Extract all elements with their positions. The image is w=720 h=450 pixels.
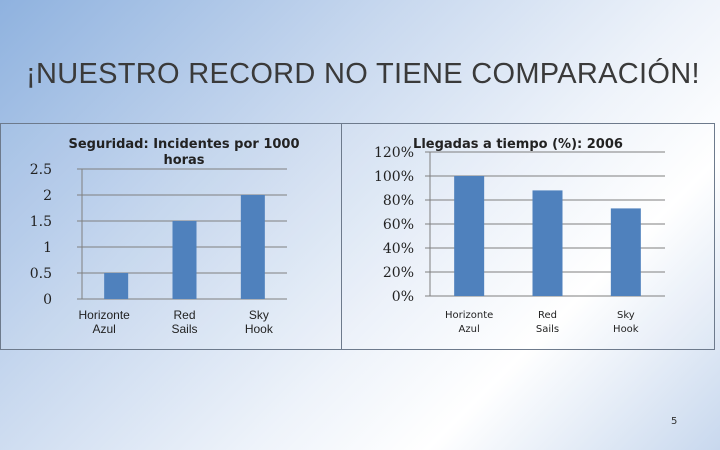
right-chart-y-tick-label: 80% xyxy=(383,193,414,209)
right-chart-bar-horizonte-azul xyxy=(454,176,485,296)
page-number: 5 xyxy=(671,416,678,427)
left-chart-y-tick-label: 0 xyxy=(43,292,52,308)
right-chart-y-tick-label: 120% xyxy=(374,145,414,161)
right-chart-x-tick-label: Horizonte xyxy=(445,310,493,321)
left-chart-y-tick-label: 1 xyxy=(43,240,52,256)
left-chart-bar-red-sails xyxy=(172,221,197,299)
left-chart-x-tick-label: Azul xyxy=(92,322,115,336)
left-chart-x-tick-label: Red xyxy=(173,308,195,322)
left-chart-x-tick-label: Sky xyxy=(249,308,269,322)
right-chart-y-tick-label: 100% xyxy=(374,169,414,185)
left-chart-y-tick-label: 0.5 xyxy=(30,266,52,282)
right-chart-y-tick-label: 40% xyxy=(383,241,414,257)
right-chart-x-tick-label: Azul xyxy=(459,324,480,335)
left-chart-bar-horizonte-azul xyxy=(104,273,129,299)
right-chart-x-tick-label: Sails xyxy=(536,324,559,335)
right-chart-title-line: Llegadas a tiempo (%): 2006 xyxy=(413,137,623,152)
left-chart-y-tick-label: 1.5 xyxy=(30,214,52,230)
left-chart-x-tick-label: Hook xyxy=(245,322,274,336)
left-chart-bar-sky-hook xyxy=(240,195,265,299)
on-time-arrivals-chart: Llegadas a tiempo (%): 2006 0% 20% 40% 60% 80… xyxy=(341,123,715,350)
left-chart-y-tick-label: 2 xyxy=(43,188,52,204)
right-chart-y-tick-label: 60% xyxy=(383,217,414,233)
right-chart-x-tick-label: Sky xyxy=(617,310,635,321)
slide-title: ¡NUESTRO RECORD NO TIENE COMPARACIÓN! xyxy=(26,58,700,90)
left-chart-x-tick-label: Horizonte xyxy=(78,308,130,322)
right-chart-bar-sky-hook xyxy=(610,208,641,296)
left-chart-title-line: Seguridad: Incidentes por 1000 xyxy=(69,137,300,152)
right-chart-y-tick-label: 20% xyxy=(383,265,414,281)
right-chart-x-tick-label: Hook xyxy=(613,324,639,335)
left-chart-x-tick-label: Sails xyxy=(171,322,197,336)
safety-incidents-chart: Seguridad: Incidentes por 1000 horas 0 0.5 1… xyxy=(0,123,342,350)
left-chart-y-tick-label: 2.5 xyxy=(30,162,52,178)
right-chart-y-tick-label: 0% xyxy=(392,289,414,305)
left-chart-title-line: horas xyxy=(163,153,204,168)
right-chart-x-tick-label: Red xyxy=(538,310,557,321)
on-time-arrivals-chart-svg: Llegadas a tiempo (%): 2006 0% 20% 40% 60% 80… xyxy=(374,137,665,335)
right-chart-bar-red-sails xyxy=(532,190,563,296)
